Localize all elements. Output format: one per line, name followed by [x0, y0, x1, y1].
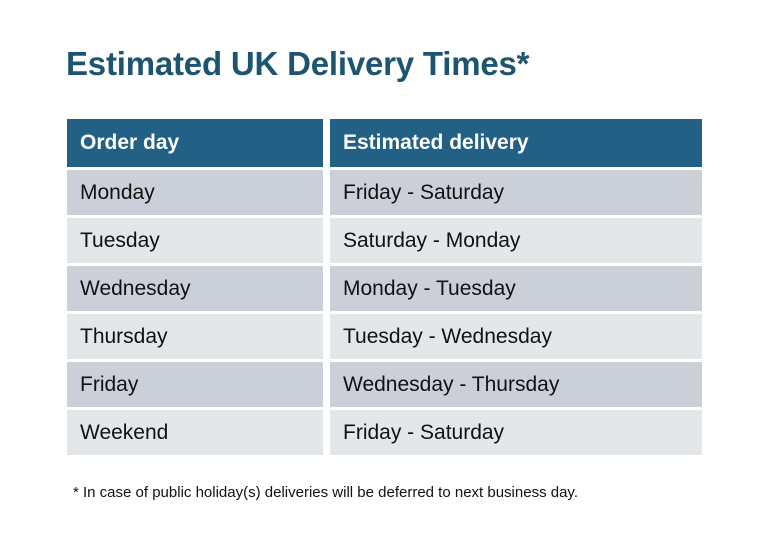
column-header-estimated-delivery: Estimated delivery — [330, 119, 702, 167]
cell-order-day: Monday — [67, 170, 323, 215]
table-row: Monday Friday - Saturday — [67, 170, 702, 215]
cell-order-day: Wednesday — [67, 266, 323, 311]
cell-order-day: Weekend — [67, 410, 323, 455]
delivery-times-table: Order day Estimated delivery Monday Frid… — [67, 119, 702, 458]
table-row: Thursday Tuesday - Wednesday — [67, 314, 702, 359]
table-row: Tuesday Saturday - Monday — [67, 218, 702, 263]
table-row: Weekend Friday - Saturday — [67, 410, 702, 455]
page-title: Estimated UK Delivery Times* — [66, 45, 530, 82]
table-row: Friday Wednesday - Thursday — [67, 362, 702, 407]
cell-order-day: Tuesday — [67, 218, 323, 263]
cell-estimated-delivery: Friday - Saturday — [330, 170, 702, 215]
cell-order-day: Thursday — [67, 314, 323, 359]
table-header-row: Order day Estimated delivery — [67, 119, 702, 167]
cell-estimated-delivery: Friday - Saturday — [330, 410, 702, 455]
cell-estimated-delivery: Tuesday - Wednesday — [330, 314, 702, 359]
footnote-text: * In case of public holiday(s) deliverie… — [73, 484, 578, 501]
cell-estimated-delivery: Wednesday - Thursday — [330, 362, 702, 407]
column-header-order-day: Order day — [67, 119, 323, 167]
cell-order-day: Friday — [67, 362, 323, 407]
cell-estimated-delivery: Monday - Tuesday — [330, 266, 702, 311]
cell-estimated-delivery: Saturday - Monday — [330, 218, 702, 263]
table-row: Wednesday Monday - Tuesday — [67, 266, 702, 311]
